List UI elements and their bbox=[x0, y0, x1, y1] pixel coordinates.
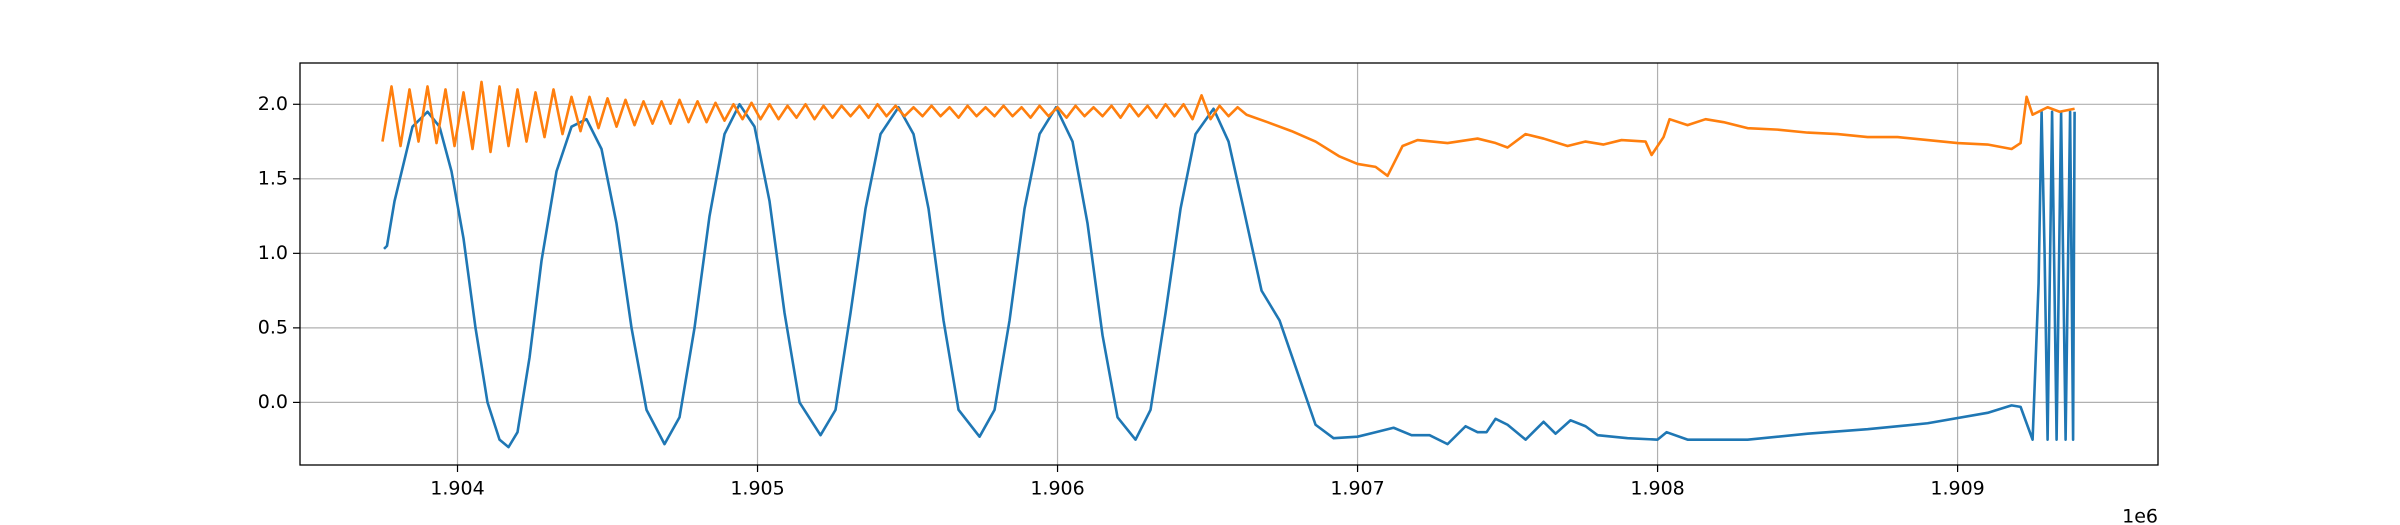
y-tick-label: 1.5 bbox=[258, 167, 288, 189]
x-tick-label: 1.907 bbox=[1330, 478, 1384, 500]
data-line bbox=[383, 102, 2076, 449]
x-tick-label: 1.904 bbox=[430, 478, 484, 500]
x-tick-label: 1.906 bbox=[1030, 478, 1084, 500]
plot-frame bbox=[299, 62, 2159, 466]
x-tick-label: 1.905 bbox=[730, 478, 784, 500]
data-line bbox=[381, 80, 2075, 178]
y-tick-label: 0.5 bbox=[258, 316, 288, 338]
x-tick-label: 1.909 bbox=[1930, 478, 1984, 500]
x-offset-label: 1e6 bbox=[2122, 506, 2158, 525]
y-tick-label: 0.0 bbox=[258, 391, 288, 413]
y-tick-label: 2.0 bbox=[258, 93, 288, 115]
x-tick-label: 1.908 bbox=[1630, 478, 1684, 500]
y-tick-label: 1.0 bbox=[258, 242, 288, 264]
